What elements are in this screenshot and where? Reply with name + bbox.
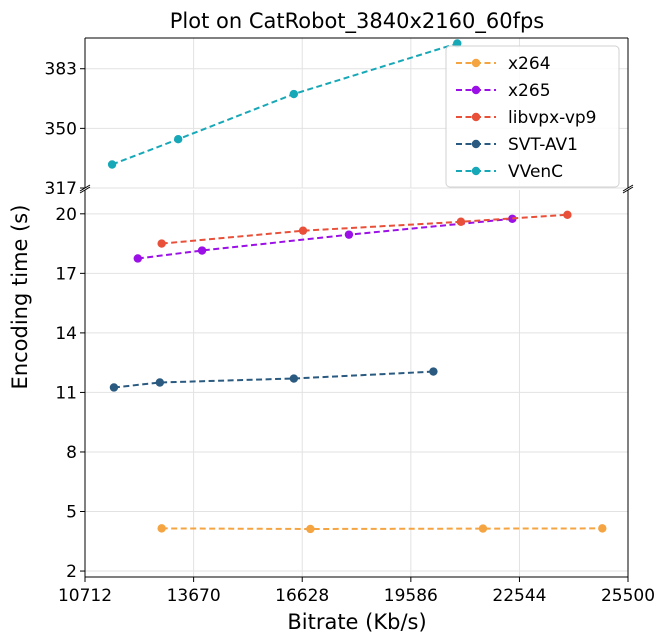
legend-marker (471, 166, 481, 176)
y-tick-label: 5 (66, 503, 77, 523)
series-line (137, 217, 513, 260)
data-point (155, 378, 165, 387)
data-point (429, 367, 438, 376)
legend-label: libvpx-vp9 (508, 108, 597, 128)
y-tick-label: 317 (45, 179, 77, 199)
legend-marker (471, 85, 481, 95)
y-tick-label: 11 (55, 383, 77, 403)
y-tick-label: 14 (55, 324, 77, 344)
axis-break-marks (79, 184, 634, 194)
data-point (157, 524, 166, 533)
x-axis-title: Bitrate (Kb/s) (287, 610, 426, 634)
upper-panel: 317 350 383 (45, 37, 629, 199)
y-tick-label: 8 (66, 443, 77, 463)
legend-label: SVT-AV1 (508, 135, 578, 155)
series-SVT-AV1 (109, 367, 438, 392)
y-tick-label: 350 (45, 119, 77, 139)
series-line (111, 42, 458, 166)
data-point (598, 524, 607, 533)
data-point (298, 226, 308, 235)
data-point (157, 239, 166, 248)
legend-label: x264 (508, 54, 551, 74)
series-line (113, 370, 434, 389)
x-tick-label: 13670 (167, 586, 221, 606)
series-libvpx-vp9 (157, 210, 572, 248)
legend-marker (471, 58, 481, 68)
data-point (133, 254, 143, 263)
x-tick-label: 22544 (492, 586, 546, 606)
legend-box (445, 45, 620, 188)
legend-marker (471, 139, 481, 149)
break-mark (79, 186, 91, 194)
legend: x264 x265 libvpx-vp9 SVT-AV1 VVenC (445, 45, 620, 188)
y-tick-label: 383 (45, 60, 77, 80)
y-axis-title: Encoding time (s) (8, 205, 32, 390)
series-line (161, 527, 603, 531)
lower-panel: 2 5 8 11 14 17 20 10712 13670 16628 19586 22544 2550… (55, 190, 655, 606)
data-point (289, 374, 299, 383)
break-mark (79, 184, 91, 192)
x-tick-label: 16628 (275, 586, 329, 606)
legend-label: x265 (508, 81, 551, 101)
chart-title: Plot on CatRobot_3840x2160_60fps (170, 9, 544, 34)
data-point (344, 230, 354, 239)
break-mark (622, 184, 634, 192)
series-x265 (133, 214, 517, 263)
data-point (197, 246, 207, 255)
series-VVenC (107, 39, 462, 169)
x-tick-label: 19586 (384, 586, 438, 606)
data-point (109, 383, 119, 392)
series-line (161, 213, 568, 245)
x-tick-label: 10712 (58, 586, 112, 606)
data-point (289, 89, 299, 99)
data-point (173, 135, 183, 144)
x-tick-label: 25500 (601, 586, 655, 606)
series-x264 (157, 524, 607, 534)
series-layer (107, 39, 607, 534)
legend-label: VVenC (508, 162, 563, 182)
y-tick-label: 17 (55, 264, 77, 284)
data-point (306, 524, 315, 534)
data-point (563, 210, 572, 220)
legend-marker (471, 112, 481, 122)
y-tick-label: 20 (55, 205, 77, 225)
data-point (456, 217, 466, 226)
data-point (478, 524, 488, 533)
break-mark (622, 186, 634, 194)
y-tick-label: 2 (66, 562, 77, 582)
data-point (107, 160, 117, 169)
